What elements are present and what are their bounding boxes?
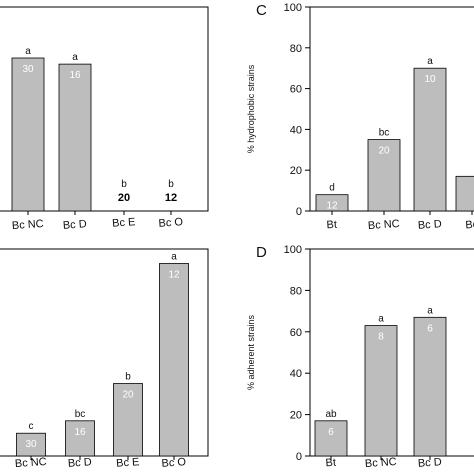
significance-label: bc	[75, 409, 86, 420]
significance-label: d	[329, 183, 335, 194]
plot-frame	[0, 248, 209, 457]
y-axis-label: % hydrophobic strains	[246, 64, 256, 153]
y-tick-label: 60	[290, 84, 302, 96]
category-label: Bt	[325, 457, 336, 470]
sample-size-label: 20	[378, 146, 390, 157]
y-tick-label: 20	[290, 410, 302, 422]
bar	[11, 57, 45, 212]
sample-size-label: 8	[378, 332, 384, 343]
bar	[413, 67, 447, 212]
category-label: Bc D	[67, 456, 92, 470]
y-tick-label: 40	[290, 124, 302, 136]
category-label: Bc	[465, 219, 474, 232]
chart-panel-3: c 30 Bc NC bc 16 Bc D b 20 Bc E a 12 Bc O	[0, 248, 209, 470]
y-tick-label: 100	[284, 244, 302, 256]
category-label: Bc D	[417, 456, 442, 470]
category-label: Bc NC	[12, 218, 45, 232]
bar	[364, 325, 398, 457]
significance-label: ab	[325, 409, 337, 420]
sample-size-label: 10	[424, 74, 436, 85]
y-tick-label: 80	[290, 43, 302, 55]
sample-size-label: 6	[427, 323, 433, 334]
category-label: Bc NC	[15, 456, 48, 470]
bar	[159, 263, 189, 457]
y-tick-label: 100	[284, 2, 302, 14]
category-label: Bc NC	[365, 456, 398, 470]
y-tick-label: 0	[296, 451, 302, 463]
bar	[455, 175, 474, 212]
sample-size-label: 12	[165, 192, 177, 204]
chart-panel-2: 0 20 40 60 80 100 C % hydrophobic strains d 12 Bt b…	[246, 2, 474, 232]
sample-size-label: 20	[118, 192, 130, 204]
y-tick-label: 80	[290, 285, 302, 297]
significance-label: a	[25, 46, 31, 57]
category-label: Bc D	[417, 218, 442, 232]
significance-label: b	[121, 179, 127, 190]
bar	[314, 420, 348, 457]
significance-label: b	[168, 179, 174, 190]
significance-label: c	[29, 421, 34, 432]
sample-size-label: 12	[168, 269, 180, 280]
category-label: Bc D	[62, 218, 87, 232]
sample-size-label: 6	[328, 427, 334, 438]
category-label: Bc O	[161, 456, 187, 470]
panel-label: C	[256, 2, 267, 19]
y-tick-label: 60	[290, 327, 302, 339]
category-label: Bc O	[158, 216, 184, 230]
y-axis-label: % adherent strains	[246, 314, 256, 390]
significance-label: a	[378, 314, 384, 325]
significance-label: a	[72, 52, 78, 63]
significance-label: a	[171, 251, 177, 262]
significance-label: a	[427, 305, 433, 316]
panel-label: D	[256, 244, 267, 261]
category-label: Bt	[326, 219, 337, 232]
bar	[413, 316, 447, 457]
sample-size-label: 16	[74, 427, 86, 438]
y-tick-label: 40	[290, 368, 302, 380]
sample-size-label: 16	[69, 70, 81, 81]
significance-label: b	[125, 372, 131, 383]
bar	[58, 63, 92, 212]
sample-size-label: 12	[326, 201, 338, 212]
chart-panel-1: a 30 Bc NC a 16 Bc D b 20 Bc E b 12 Bc O	[0, 6, 209, 232]
bar	[65, 420, 95, 457]
significance-label: bc	[379, 128, 390, 139]
y-tick-label: 20	[290, 165, 302, 177]
category-label: Bc E	[116, 456, 140, 470]
y-tick-label: 0	[296, 206, 302, 218]
sample-size-label: 30	[25, 439, 37, 450]
plot-frame	[0, 6, 209, 212]
significance-label: a	[427, 56, 433, 67]
category-label: Bc NC	[368, 218, 401, 232]
sample-size-label: 20	[122, 390, 134, 401]
category-label: Bc E	[112, 216, 136, 230]
sample-size-label: 30	[22, 64, 34, 75]
chart-panel-4: 0 20 40 60 80 100 D % adherent strains ab 6 Bt a 8 Bc…	[246, 244, 474, 470]
